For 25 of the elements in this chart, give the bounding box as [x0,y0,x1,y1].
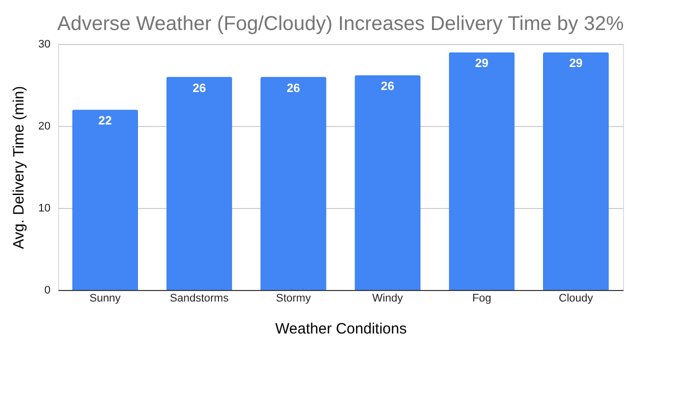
y-tick-label: 0 [44,284,50,296]
x-tick-label: Stormy [276,292,312,304]
data-label: 29 [475,56,489,70]
bar [542,52,609,290]
data-label: 26 [380,79,395,94]
x-tick-label: Windy [372,292,404,304]
bar [166,76,232,290]
bar [354,75,421,290]
y-tick-label: 20 [38,120,50,132]
bar [260,76,326,290]
data-label: 26 [286,80,300,95]
data-label: 22 [98,114,112,128]
x-tick-label: Fog [472,292,492,304]
y-tick-label: 30 [38,38,50,50]
data-label: 26 [192,80,206,95]
bar [72,110,138,290]
y-tick-label: 10 [38,202,50,214]
y-axis-title: Avg. Delivery Time (min) [10,86,28,250]
data-label: 29 [569,56,583,70]
x-tick-label: Cloudy [558,292,594,304]
x-tick-label: Sunny [89,292,122,304]
x-tick-label: Sandstorms [170,292,230,304]
chart-title: Adverse Weather (Fog/Cloudy) Increases Delivery Time by 32% [57,13,624,35]
bar [448,52,515,290]
x-axis-title: Weather Conditions [275,320,407,338]
